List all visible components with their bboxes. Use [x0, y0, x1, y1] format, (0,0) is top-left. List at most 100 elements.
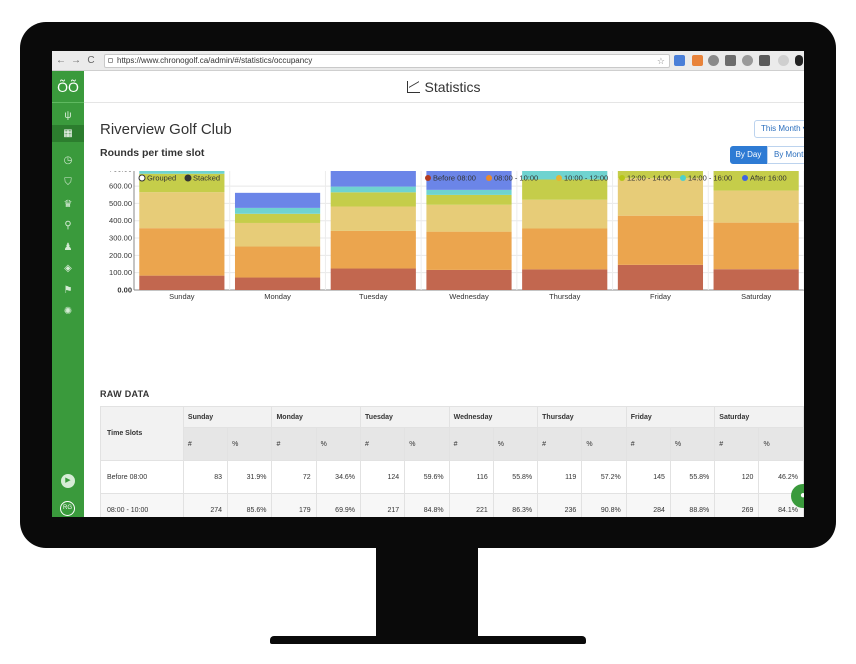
extension-icon[interactable]: [759, 55, 770, 66]
users-icon[interactable]: ♟: [63, 242, 73, 253]
bar-segment[interactable]: [234, 277, 321, 290]
bar-segment[interactable]: [139, 171, 225, 174]
grouped-radio[interactable]: [138, 174, 146, 182]
bar-segment[interactable]: [234, 192, 321, 208]
bookmark-star-icon[interactable]: ☆: [656, 56, 665, 66]
forward-icon[interactable]: →: [71, 54, 81, 66]
legend-swatch[interactable]: [619, 175, 625, 181]
legend-entry[interactable]: 08:00 - 10:00: [494, 174, 538, 183]
extension-icon[interactable]: [692, 55, 703, 66]
count-cell: 116: [448, 460, 494, 494]
bar-segment[interactable]: [139, 275, 225, 290]
chat-icon[interactable]: ●: [791, 484, 804, 508]
bar-segment[interactable]: [330, 186, 416, 193]
day-header: Thursday: [537, 406, 627, 428]
percent-header: %: [669, 427, 716, 461]
bar-segment[interactable]: [522, 179, 608, 200]
bar-segment[interactable]: [234, 222, 321, 247]
percent-header: %: [581, 427, 627, 461]
bar-segment[interactable]: [522, 228, 608, 270]
stacked-label[interactable]: Stacked: [193, 174, 220, 183]
bar-segment[interactable]: [234, 207, 321, 214]
percent-cell: 85.6%: [227, 493, 273, 517]
menu-icon[interactable]: [795, 55, 803, 66]
bar-segment[interactable]: [522, 199, 608, 229]
bar-segment[interactable]: [139, 228, 225, 276]
count-cell: 274: [182, 493, 229, 517]
translate-extension-icon[interactable]: [674, 55, 685, 66]
bar-segment[interactable]: [234, 246, 321, 278]
bar-segment[interactable]: [617, 215, 704, 265]
raw-data-title: RAW DATA: [100, 389, 150, 399]
count-cell: 269: [714, 493, 760, 517]
address-bar[interactable]: https://www.chronogolf.ca/admin/#/statis…: [104, 54, 670, 68]
bar-segment[interactable]: [330, 206, 416, 231]
y-tick-label: 100.00: [109, 268, 132, 277]
legend-swatch[interactable]: [556, 175, 562, 181]
avatar[interactable]: RG: [60, 501, 75, 516]
y-tick-label: 200.00: [109, 251, 132, 260]
bar-segment[interactable]: [330, 268, 416, 290]
percent-cell: 57.2%: [581, 460, 627, 494]
bar-segment[interactable]: [330, 192, 416, 207]
play-icon[interactable]: ▶: [61, 474, 75, 488]
browser-toolbar: ← → C https://www.chronogolf.ca/admin/#/…: [52, 51, 804, 71]
extension-icon[interactable]: [742, 55, 753, 66]
bar-segment[interactable]: [617, 264, 704, 290]
by-month-button[interactable]: By Month: [767, 146, 804, 164]
bar-segment[interactable]: [617, 178, 704, 216]
legend-entry[interactable]: 12:00 - 14:00: [627, 174, 671, 183]
sidebar: ÕÕ ψ ▦ ◷ ⛉ ♛ ⚲ ♟ ◈ ⚑ ✺ ▶ RG: [52, 71, 84, 517]
tag-icon[interactable]: ◈: [64, 263, 72, 274]
extension-icon[interactable]: [708, 55, 719, 66]
y-tick-label: 0.00: [117, 286, 132, 295]
legend-swatch[interactable]: [680, 175, 686, 181]
trophy-icon[interactable]: ♛: [63, 199, 73, 210]
legend-swatch[interactable]: [425, 175, 431, 181]
chronogolf-logo[interactable]: ÕÕ: [57, 79, 79, 95]
legend-entry[interactable]: 14:00 - 16:00: [688, 174, 732, 183]
clock-icon[interactable]: ◷: [63, 155, 73, 166]
bar-segment[interactable]: [617, 171, 704, 179]
road-icon[interactable]: ⛉: [64, 177, 72, 188]
bar-segment[interactable]: [426, 269, 512, 290]
section-title: Rounds per time slot: [100, 147, 205, 159]
legend-swatch[interactable]: [486, 175, 492, 181]
bar-segment[interactable]: [713, 171, 799, 191]
monitor-base: [270, 636, 586, 644]
legend-entry[interactable]: 10:00 - 12:00: [564, 174, 608, 183]
bar-segment[interactable]: [426, 231, 512, 270]
extension-icon[interactable]: [725, 55, 736, 66]
bar-segment[interactable]: [426, 204, 512, 232]
bar-segment[interactable]: [139, 192, 225, 229]
gear-icon[interactable]: ✺: [63, 306, 73, 317]
bar-segment[interactable]: [522, 269, 608, 290]
lock-icon: [108, 58, 113, 63]
golfer-icon[interactable]: ⚲: [64, 220, 72, 231]
bar-segment[interactable]: [522, 171, 608, 180]
bar-segment[interactable]: [139, 173, 225, 193]
extension-icon[interactable]: [778, 55, 789, 66]
back-icon[interactable]: ←: [56, 54, 66, 66]
bar-segment[interactable]: [330, 171, 416, 187]
restaurant-icon[interactable]: ψ: [64, 110, 72, 121]
count-header: #: [448, 427, 494, 461]
bar-segment[interactable]: [713, 269, 799, 290]
bar-segment[interactable]: [234, 213, 321, 223]
by-day-button[interactable]: By Day: [730, 146, 767, 164]
bar-segment[interactable]: [713, 190, 799, 223]
register-icon[interactable]: ▦: [52, 125, 84, 142]
stacked-radio[interactable]: [184, 174, 192, 182]
legend-swatch[interactable]: [742, 175, 748, 181]
legend-entry[interactable]: Before 08:00: [433, 174, 476, 183]
period-dropdown[interactable]: This Month ▾: [754, 120, 804, 138]
legend-entry[interactable]: After 16:00: [750, 174, 787, 183]
flag-icon[interactable]: ⚑: [63, 285, 73, 296]
bar-segment[interactable]: [330, 230, 416, 269]
bar-segment[interactable]: [426, 189, 512, 195]
bar-segment[interactable]: [426, 194, 512, 205]
reload-icon[interactable]: C: [87, 54, 95, 66]
x-tick-label: Monday: [264, 292, 291, 301]
bar-segment[interactable]: [713, 222, 799, 270]
grouped-label[interactable]: Grouped: [147, 174, 176, 183]
